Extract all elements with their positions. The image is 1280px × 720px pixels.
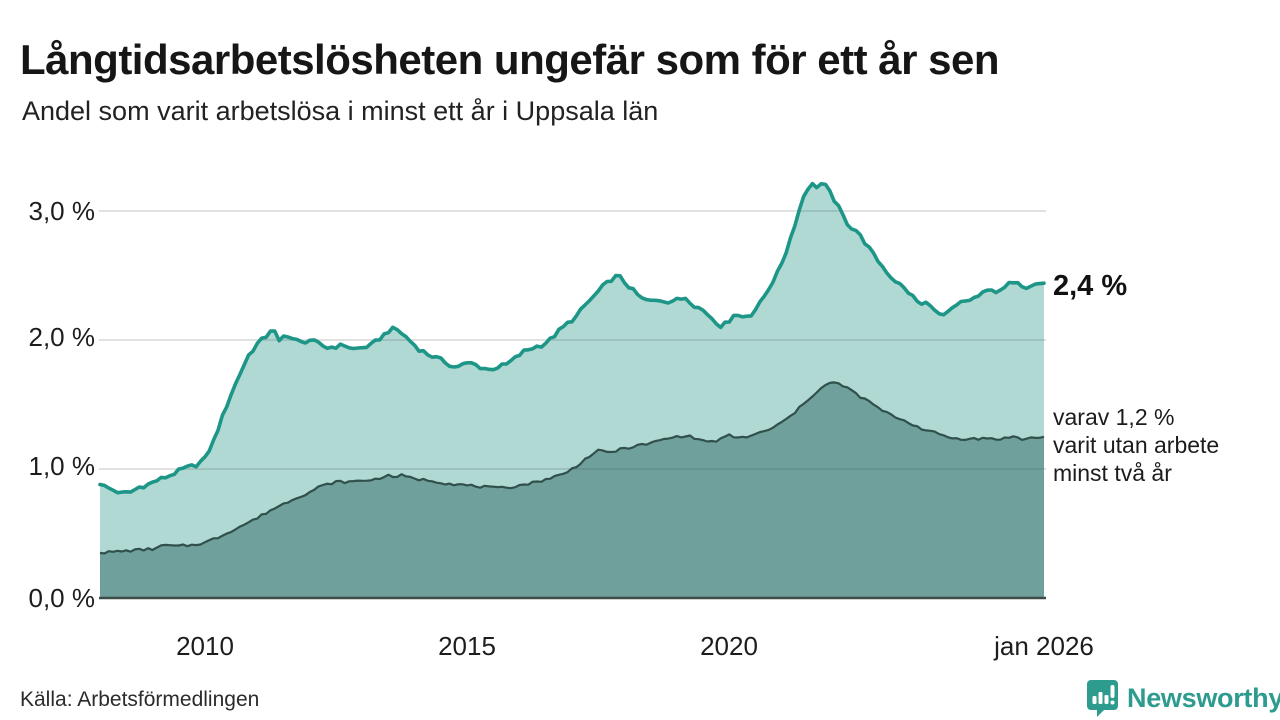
y-axis-label-2: 2,0 % (28, 322, 96, 352)
total-line (98, 181, 1046, 495)
x-axis-label-2020: 2020 (700, 631, 758, 661)
chart-subtitle: Andel som varit arbetslösa i minst ett å… (22, 96, 659, 126)
source-credit: Källa: Arbetsförmedlingen (20, 688, 260, 711)
page-title: Långtidsarbetslösheten ungefär som för e… (20, 36, 1000, 84)
two-year-area (100, 382, 1044, 598)
two-year-line (99, 381, 1045, 555)
x-axis-label-2010: 2010 (176, 631, 234, 661)
y-axis-label-1: 1,0 % (28, 451, 96, 481)
brand-logo: Newsworthy (1086, 678, 1280, 718)
series-end-label-two-year: varav 1,2 % varit utan arbete minst två … (1053, 404, 1220, 486)
x-axis-label-2015: 2015 (438, 631, 496, 661)
x-axis-label-jan-2026: jan 2026 (994, 631, 1094, 661)
series-end-label-total: 2,4 % (1053, 270, 1128, 302)
y-axis-label-3: 3,0 % (28, 196, 96, 226)
newsworthy-icon (1087, 680, 1118, 717)
brand-name: Newsworthy (1127, 682, 1280, 713)
y-axis-label-0: 0,0 % (28, 583, 96, 613)
